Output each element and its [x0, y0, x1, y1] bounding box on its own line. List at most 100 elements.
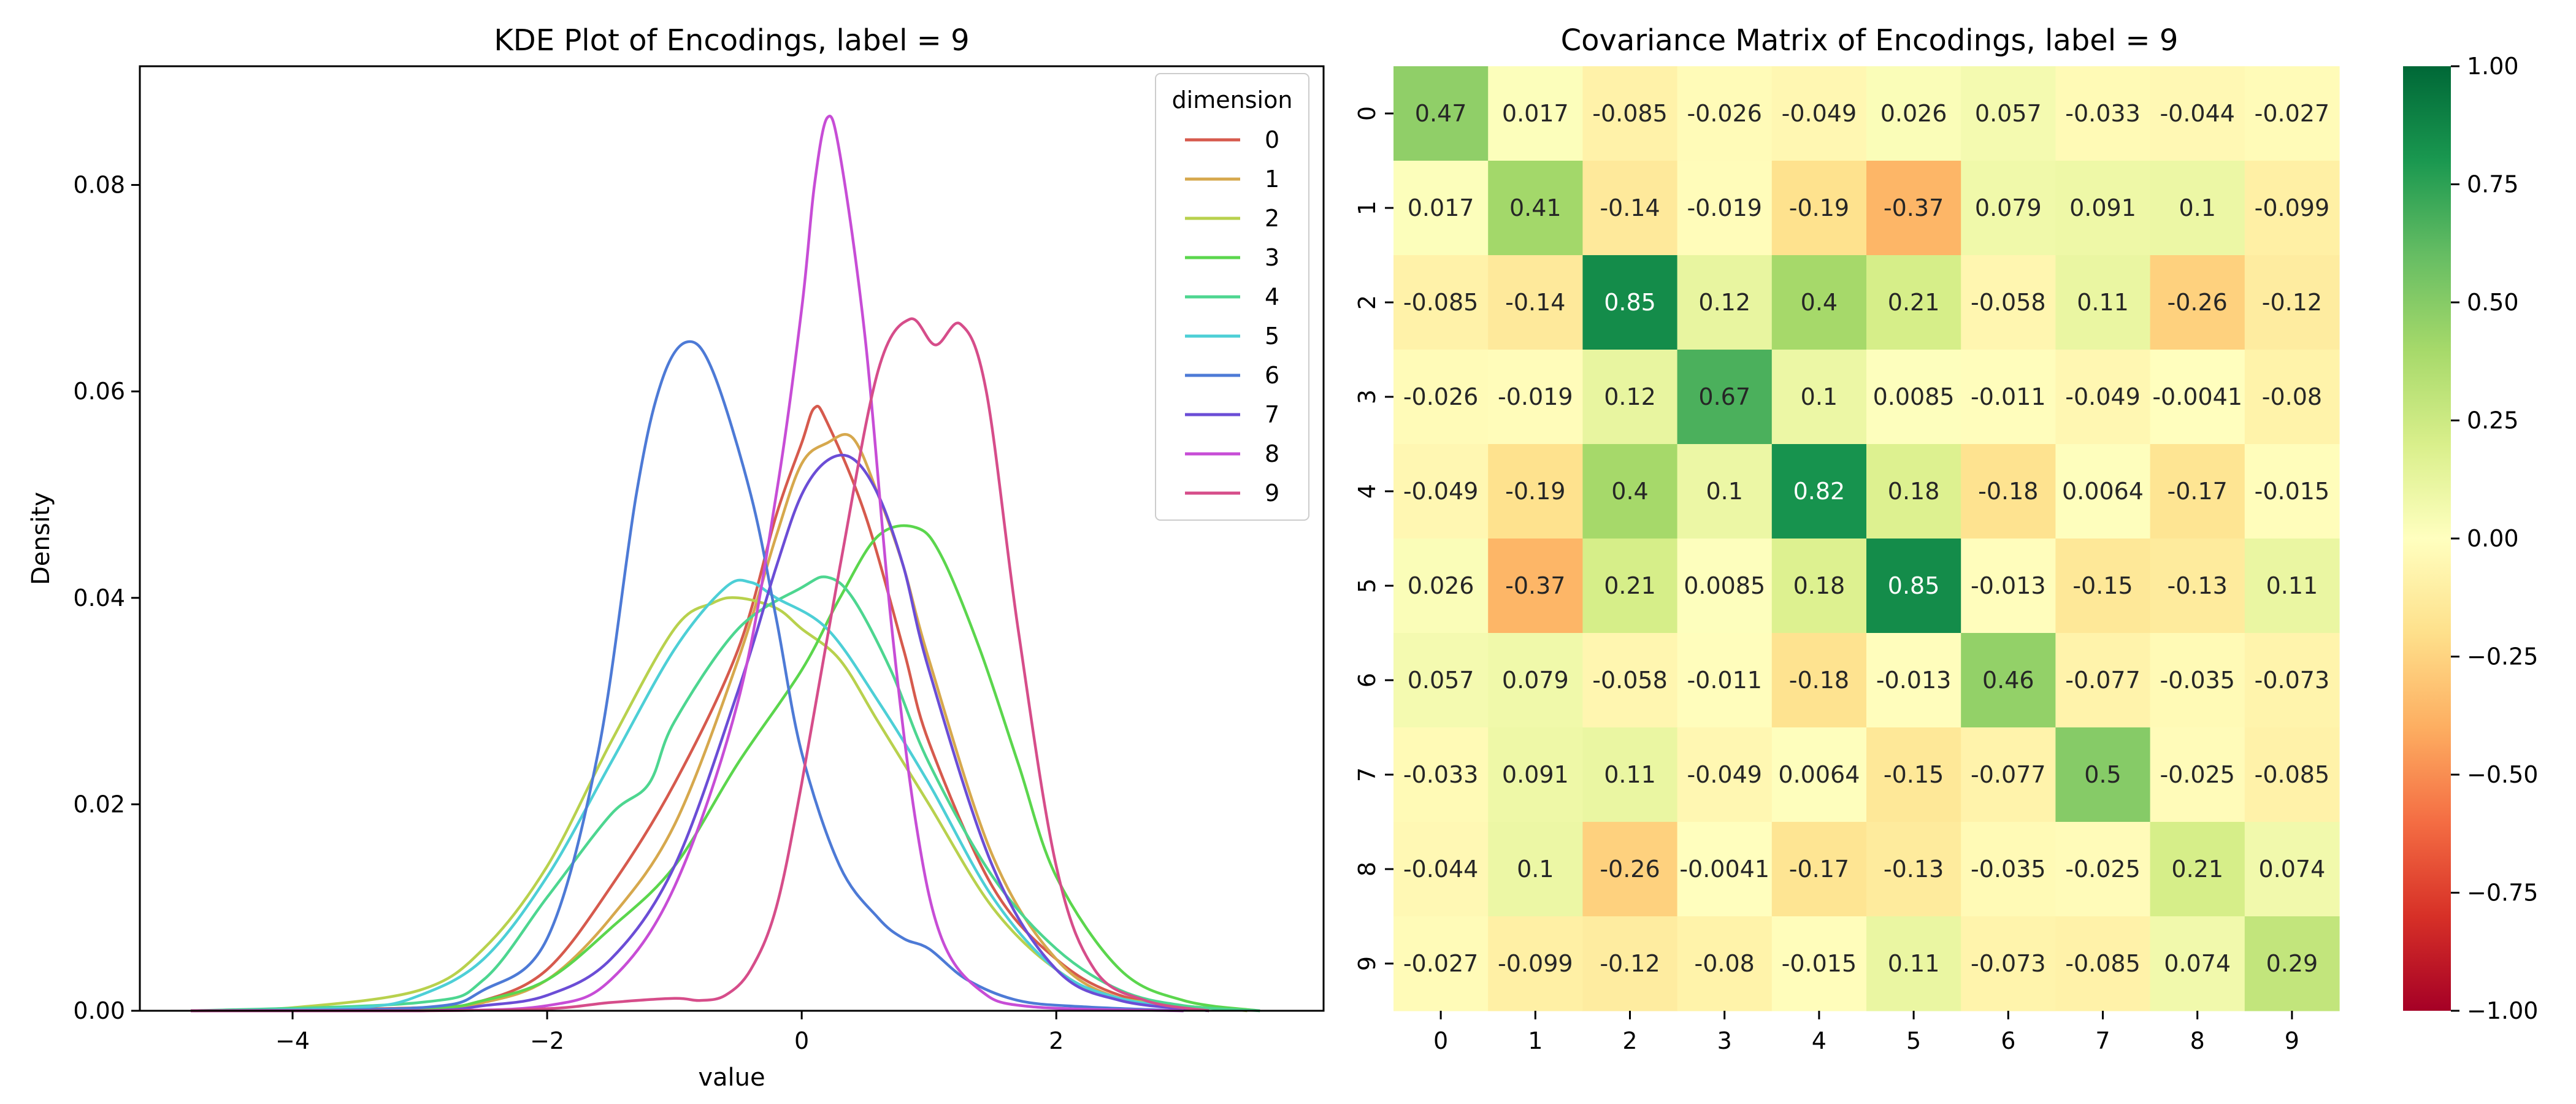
heatmap-cell-label: -0.077: [2065, 667, 2141, 694]
heatmap-y-tick-label: 3: [1354, 389, 1381, 404]
kde-x-tick-label: −4: [275, 1027, 310, 1054]
heatmap-cell: [1488, 539, 1583, 634]
colorbar-tick-label: −1.00: [2467, 997, 2538, 1024]
heatmap-cell-label: -0.17: [1789, 856, 1849, 883]
heatmap-cell-label: 0.11: [2266, 572, 2318, 599]
heatmap-cell-label: -0.035: [2160, 667, 2235, 694]
heatmap-cell: [2244, 444, 2340, 539]
heatmap-cell: [1677, 444, 1773, 539]
heatmap-cell-label: -0.025: [2160, 761, 2235, 788]
heatmap-cell-label: 0.4: [1611, 478, 1648, 505]
heatmap-cell-label: 0.4: [1801, 289, 1838, 316]
colorbar-ticks: −1.00 −0.75 −0.50 −0.25 0.00 0.25 0.50 0.75 1.00: [2451, 53, 2538, 1024]
heatmap-cell-label: 0.026: [1880, 100, 1947, 127]
heatmap-x-tick-label: 2: [1622, 1027, 1637, 1054]
heatmap-cell-label: -0.013: [1971, 572, 2046, 599]
heatmap-cell: [1866, 444, 1961, 539]
heatmap-x-tick-label: 3: [1717, 1027, 1732, 1054]
heatmap-cell: [1488, 916, 1583, 1011]
heatmap-cell: [1677, 822, 1773, 917]
heatmap-y-tick-label: 4: [1354, 484, 1381, 499]
heatmap-y-tick-label: 8: [1354, 862, 1381, 876]
heatmap-cell: [1393, 66, 1489, 161]
heatmap-cells: 0.47 0.017 -0.085 -0.026 -0.049 0.026 0.057 -0.…: [1393, 66, 2340, 1011]
heatmap-cell: [1393, 161, 1489, 256]
heatmap-cell: [1866, 916, 1961, 1011]
heatmap-cell-label: -0.085: [2255, 761, 2330, 788]
heatmap-cell: [2150, 916, 2245, 1011]
heatmap-cell-label: 0.1: [2179, 194, 2215, 221]
kde-legend: dimension 0 1 2 3 4 5 6 7 8 9: [1155, 73, 1309, 521]
heatmap-cell: [2150, 444, 2245, 539]
heatmap-cell-label: -0.011: [1687, 667, 1762, 694]
heatmap-cell: [1771, 350, 1867, 445]
heatmap-cell-label: -0.073: [2255, 667, 2330, 694]
covariance-heatmap: Covariance Matrix of Encodings, label = …: [1354, 23, 2340, 1054]
heatmap-cell: [2055, 66, 2151, 161]
heatmap-cell: [1771, 916, 1867, 1011]
heatmap-cell: [2244, 66, 2340, 161]
legend-label-dim-8: 8: [1265, 440, 1279, 467]
heatmap-cell: [1771, 444, 1867, 539]
heatmap-cell: [1582, 255, 1678, 350]
heatmap-cell-label: 0.41: [1509, 194, 1562, 221]
heatmap-cell: [1677, 727, 1773, 822]
heatmap-cell: [2150, 255, 2245, 350]
heatmap-cell: [1961, 633, 2056, 728]
heatmap-cell-label: 0.057: [1408, 667, 1474, 694]
heatmap-y-tick-label: 7: [1354, 767, 1381, 782]
heatmap-y-tick-label: 1: [1354, 201, 1381, 215]
heatmap-cell-label: -0.015: [1782, 950, 1857, 977]
heatmap-cell: [1866, 350, 1961, 445]
heatmap-cell-label: -0.013: [1876, 667, 1952, 694]
kde-x-ticks: −4 −2 0 2: [275, 1011, 1064, 1054]
heatmap-cell-label: 0.0085: [1684, 572, 1765, 599]
heatmap-cell: [1677, 539, 1773, 634]
heatmap-cell: [1393, 822, 1489, 917]
heatmap-cell-label: 0.1: [1517, 856, 1554, 883]
heatmap-cell-label: -0.085: [1592, 100, 1668, 127]
kde-y-tick-label: 0.02: [73, 791, 125, 818]
heatmap-cell: [2150, 633, 2245, 728]
heatmap-cell: [1488, 822, 1583, 917]
heatmap-cell-label: -0.049: [2065, 383, 2141, 410]
heatmap-cell: [1771, 255, 1867, 350]
legend-label-dim-6: 6: [1265, 362, 1279, 389]
heatmap-cell: [2244, 727, 2340, 822]
heatmap-cell: [1582, 161, 1678, 256]
heatmap-cell: [1488, 350, 1583, 445]
heatmap-cell: [1866, 633, 1961, 728]
heatmap-cell-label: -0.049: [1687, 761, 1762, 788]
kde-x-tick-label: 0: [794, 1027, 809, 1054]
heatmap-cell: [2150, 822, 2245, 917]
legend-label-dim-5: 5: [1265, 323, 1279, 350]
heatmap-cell-label: 0.057: [1975, 100, 2042, 127]
heatmap-cell: [1866, 822, 1961, 917]
heatmap-cell-label: -0.08: [2262, 383, 2322, 410]
heatmap-cell-label: -0.035: [1971, 856, 2046, 883]
heatmap-cell-label: -0.19: [1505, 478, 1565, 505]
heatmap-cell-label: -0.027: [2255, 100, 2330, 127]
heatmap-cell-label: 0.079: [1975, 194, 2042, 221]
colorbar-gradient: [2403, 66, 2451, 1011]
heatmap-cell: [1582, 727, 1678, 822]
heatmap-cell: [1582, 539, 1678, 634]
heatmap-cell: [2244, 539, 2340, 634]
heatmap-cell-label: 0.21: [2171, 856, 2223, 883]
heatmap-cell: [1393, 444, 1489, 539]
heatmap-y-tick-label: 9: [1354, 956, 1381, 971]
colorbar-tick-label: −0.50: [2467, 761, 2538, 788]
kde-line-dim-0: [190, 405, 1209, 1013]
heatmap-cell: [1582, 444, 1678, 539]
heatmap-cell-label: -0.12: [1600, 950, 1660, 977]
heatmap-cell-label: -0.011: [1971, 383, 2046, 410]
kde-axes-frame: [139, 65, 1325, 1012]
legend-label-dim-4: 4: [1265, 283, 1279, 310]
heatmap-cell-label: 0.85: [1888, 572, 1940, 599]
legend-title: dimension: [1172, 86, 1293, 113]
heatmap-cell: [2150, 727, 2245, 822]
heatmap-cell-label: -0.099: [2255, 194, 2330, 221]
heatmap-cell-label: 0.017: [1408, 194, 1474, 221]
heatmap-cell: [1488, 633, 1583, 728]
colorbar-tick-label: −0.25: [2467, 643, 2538, 670]
